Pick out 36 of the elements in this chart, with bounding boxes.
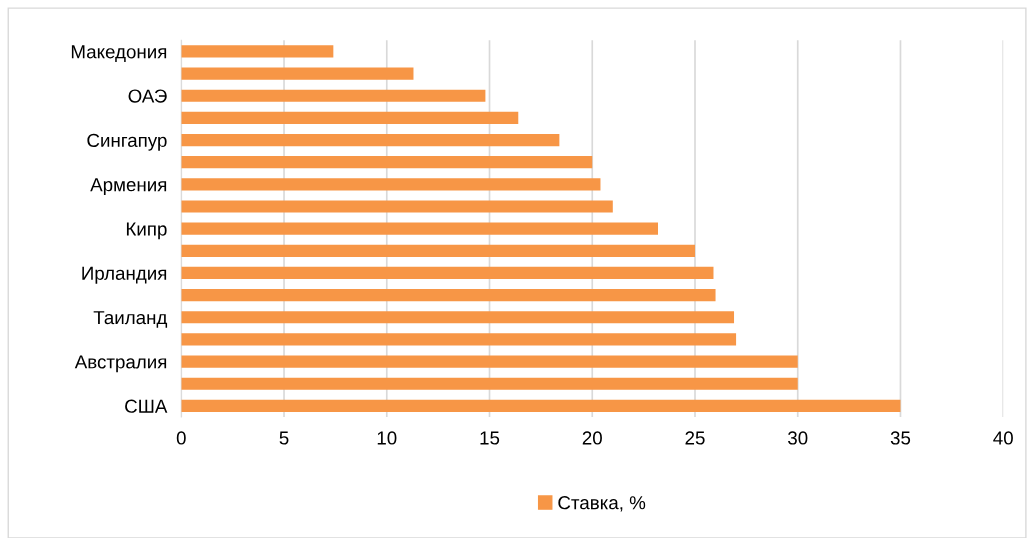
bar <box>181 289 716 302</box>
bar <box>181 45 334 58</box>
bar <box>181 89 486 102</box>
legend-label: Ставка, % <box>558 496 646 512</box>
bar <box>181 67 414 80</box>
bar <box>181 200 613 213</box>
y-tick-label: ОАЭ <box>128 89 167 103</box>
y-tick-label: Сингапур <box>87 133 167 151</box>
y-tick-label: США <box>125 399 168 413</box>
x-tick-label: 35 <box>890 431 911 445</box>
bar <box>181 178 601 191</box>
bar <box>181 111 519 124</box>
x-tick-label: 40 <box>993 431 1013 445</box>
y-tick-label: Кипр <box>126 222 167 240</box>
x-tick-label: 30 <box>788 431 808 445</box>
bar <box>181 266 714 280</box>
bar <box>181 156 593 169</box>
x-tick-label: 10 <box>377 431 397 445</box>
bar <box>181 399 901 412</box>
bar <box>181 244 695 257</box>
bar <box>181 222 659 235</box>
x-tick-label: 25 <box>685 431 705 445</box>
y-tick-label: Армения <box>90 178 167 196</box>
y-tick-label: Австралия <box>74 355 167 373</box>
y-tick-label: Македония <box>71 45 167 62</box>
bar <box>181 333 737 346</box>
x-tick-label: 20 <box>582 431 602 445</box>
bar <box>181 133 560 147</box>
bar <box>181 377 798 390</box>
bar <box>181 311 735 324</box>
x-tick-label: 0 <box>176 431 186 445</box>
x-tick-label: 5 <box>279 431 289 445</box>
y-tick-label: Ирландия <box>82 266 167 284</box>
bar <box>181 355 798 368</box>
y-tick-label: Таиланд <box>93 311 168 328</box>
x-tick-label: 15 <box>480 431 500 445</box>
